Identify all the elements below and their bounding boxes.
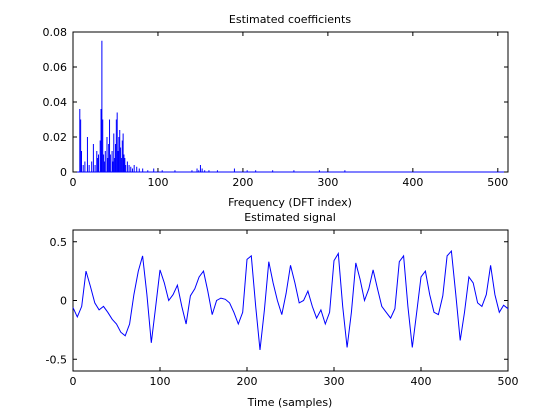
y-tick-label: 0.04 [43,96,68,109]
x-tick-label: 0 [70,375,77,388]
coefficients-chart: Estimated coefficients 0 100 200 300 400 5000… [43,13,509,209]
x-tick-label: 400 [411,375,432,388]
y-tick-label: -0.5 [46,353,67,366]
signal-marks [72,249,509,350]
signal-chart-xlabel: Time (samples) [247,396,333,409]
signal-chart: Estimated signal 0 100 200 300 400 500-0.500.… [46,211,519,409]
x-tick-label: 100 [150,375,171,388]
coefficients-chart-title: Estimated coefficients [229,13,351,26]
coefficients-plot-area [72,31,509,173]
y-tick-label: 0 [60,166,67,179]
y-tick-label: 0.5 [50,236,68,249]
signal-line [72,249,509,350]
x-tick-label: 300 [324,375,345,388]
x-tick-label: 400 [402,176,423,189]
coefficients-marks [73,40,508,173]
signal-chart-title: Estimated signal [244,211,336,224]
signal-plot-area [72,229,509,372]
x-tick-label: 100 [147,176,168,189]
y-tick-label: 0 [60,295,67,308]
x-tick-label: 500 [487,176,508,189]
x-tick-label: 200 [232,176,253,189]
y-tick-label: 0.06 [43,61,68,74]
coefficients-ticks: 0 100 200 300 400 500 0 0.02 0.04 0.06 0.08 [43,26,509,189]
x-tick-label: 0 [70,176,77,189]
y-tick-label: 0.08 [43,26,68,39]
coefficients-chart-xlabel: Frequency (DFT index) [228,196,352,209]
y-tick-label: 0.02 [43,131,68,144]
x-tick-label: 300 [317,176,338,189]
x-tick-label: 200 [237,375,258,388]
signal-ticks: 0 100 200 300 400 500-0.500.5 [46,230,519,388]
x-tick-label: 500 [498,375,519,388]
